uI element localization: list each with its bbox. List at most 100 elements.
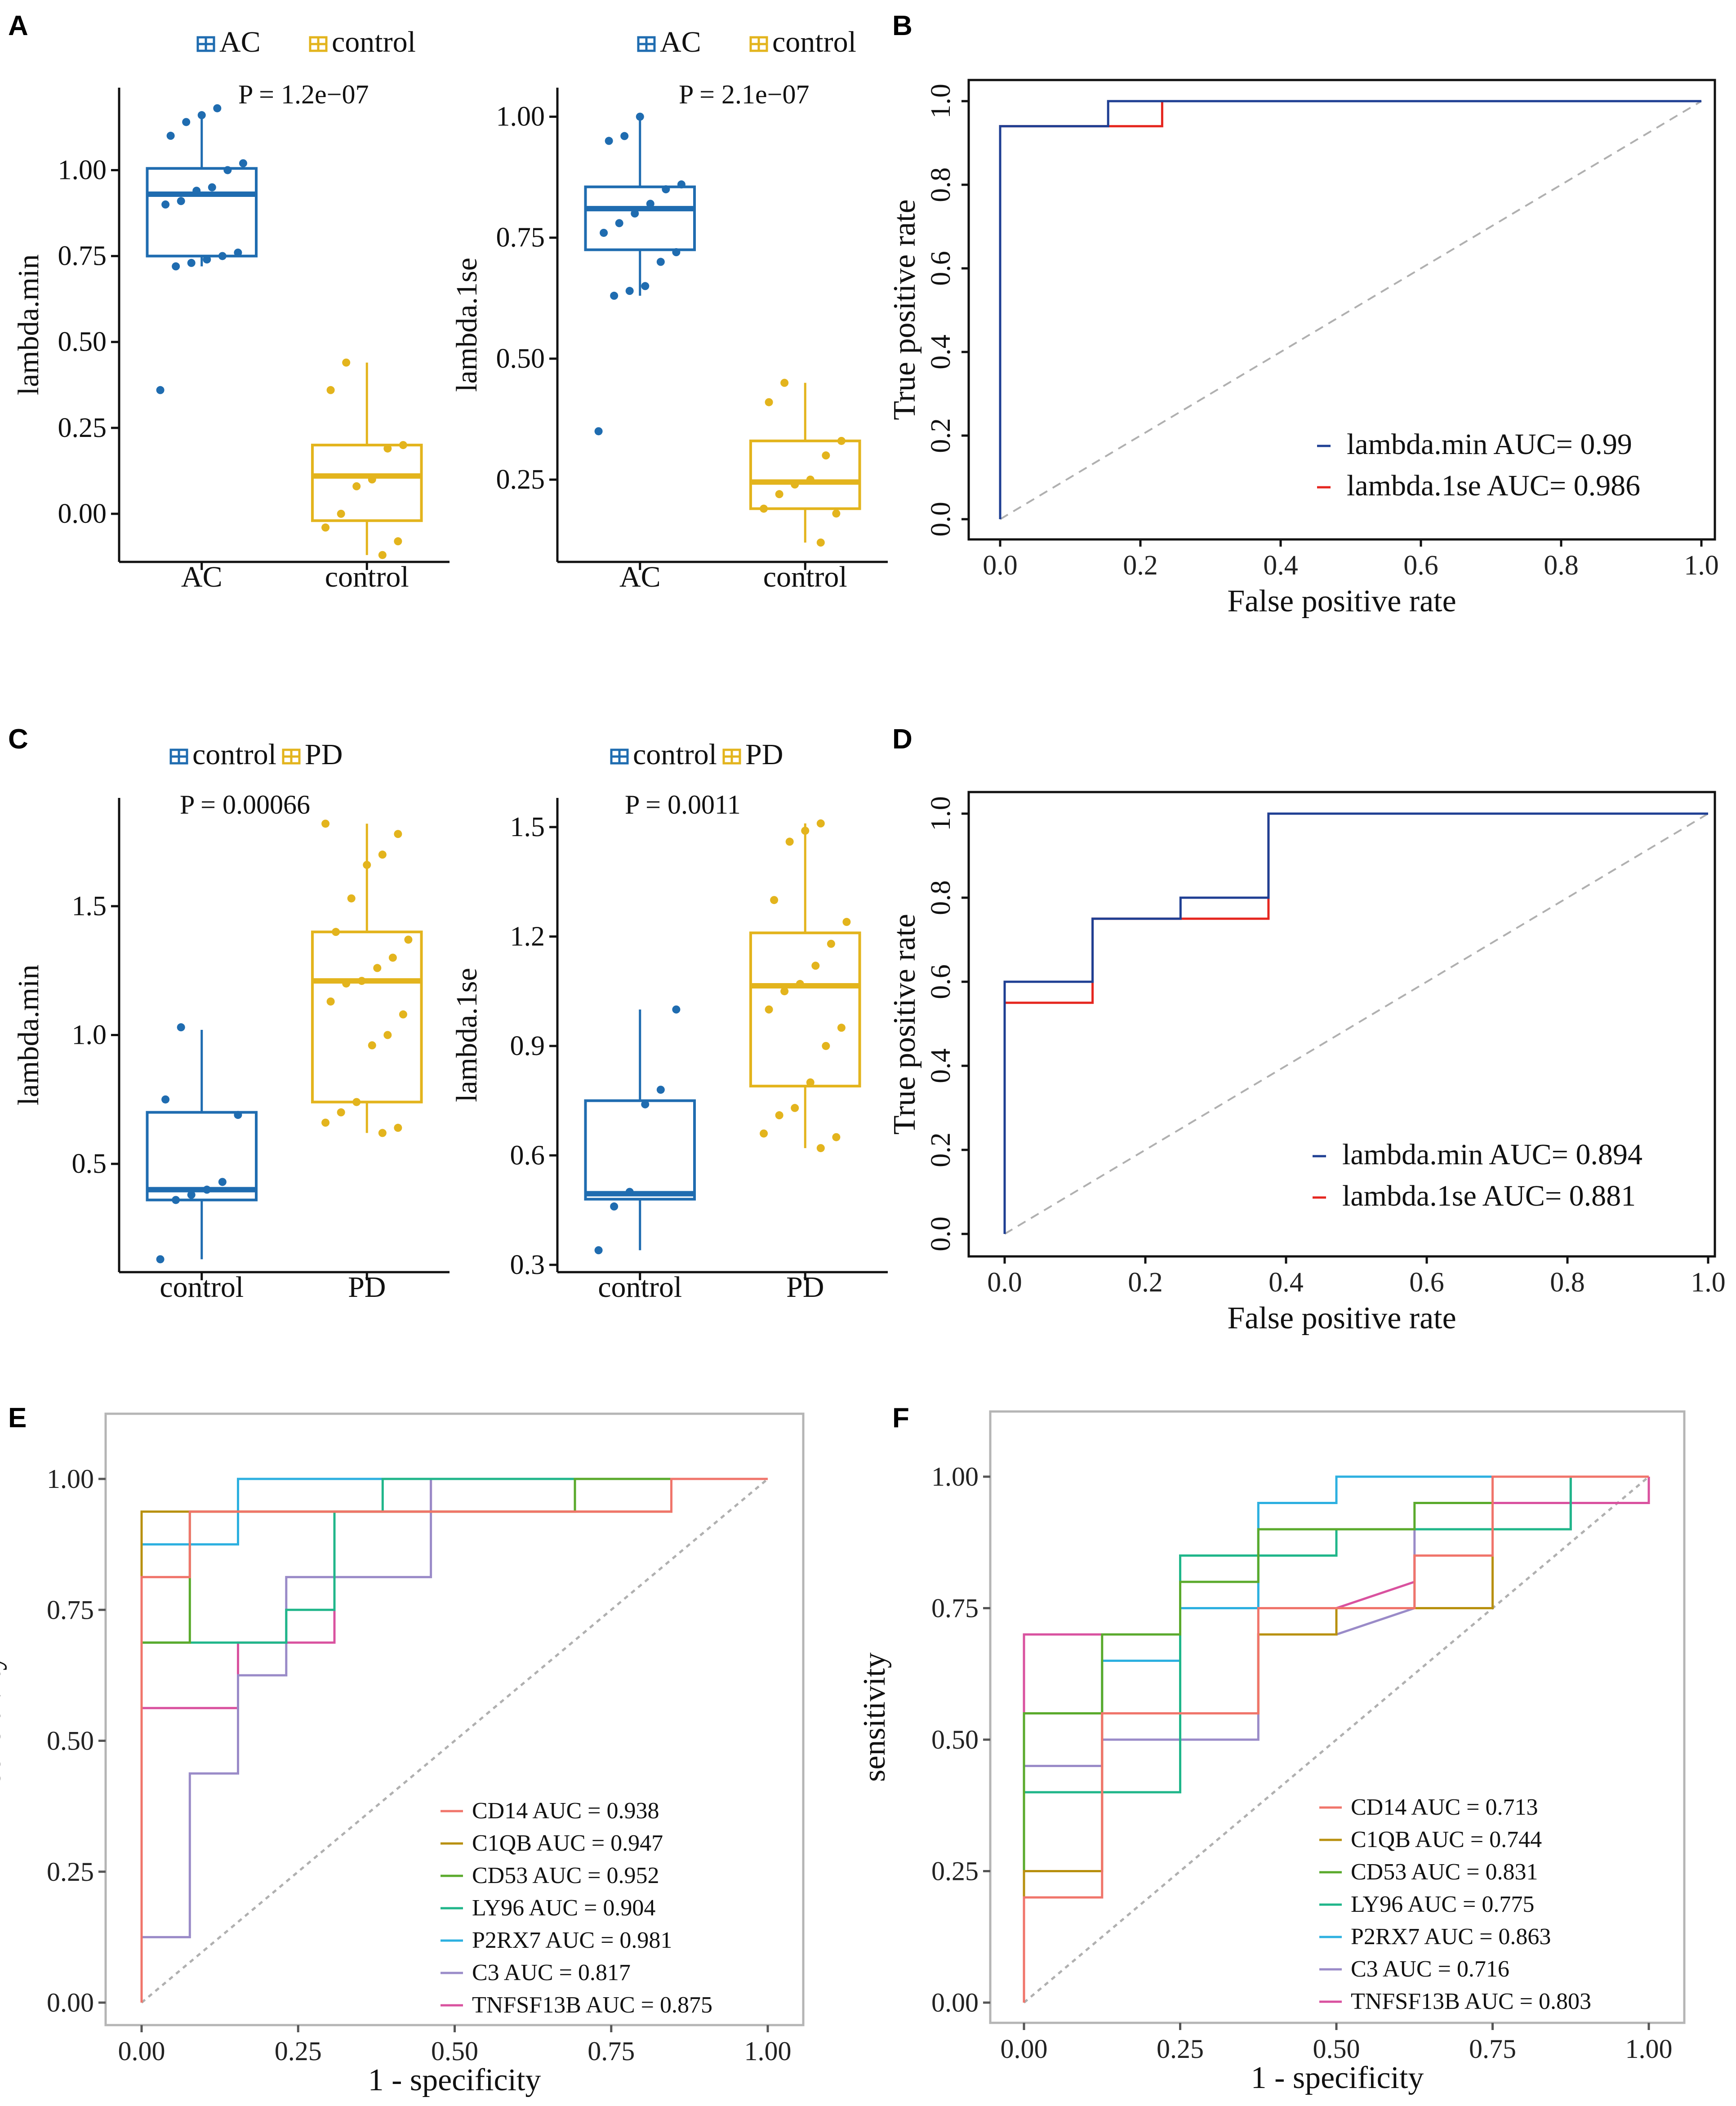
legend-label: control [332,26,416,58]
x-tick-label: control [160,1271,244,1304]
x-tick-label: 0.4 [1263,550,1298,581]
y-axis-title: True positive rate [887,914,922,1135]
legend-label: TNFSF13B AUC = 0.875 [472,1992,712,2018]
box-control [749,439,861,510]
y-tick-label: 0.25 [58,413,107,443]
y-tick-label: 0.0 [926,502,956,537]
box-AC [146,167,258,258]
roc-curve-0 [140,1478,768,2003]
x-axis-title: False positive rate [1227,584,1456,619]
y-tick-label: 0.6 [510,1140,545,1171]
y-tick-label: 0.6 [926,964,956,999]
chance-diagonal [1023,1476,1650,2004]
data-point [775,1111,783,1120]
data-point [636,112,644,121]
panel-D: D 0.0 0.2 0.4 0.6 0.8 1.0 0.0 0.2 0.4 0.6 0.8 1.0 Fa… [887,724,1726,1336]
data-point [816,538,825,547]
data-point [203,1185,211,1194]
legend-label: CD14 AUC = 0.713 [1351,1794,1538,1820]
data-point [672,248,681,257]
y-tick-label: 0.50 [58,327,107,357]
y-tick-label: 0.00 [58,499,107,529]
data-point [383,444,392,453]
data-point [197,111,206,120]
data-point [177,197,185,205]
x-tick-label: control [763,561,847,593]
x-tick-label: 0.0 [983,550,1018,581]
x-tick-label: 0.50 [1313,2034,1360,2064]
box-AC [584,185,696,251]
roc-curve-5 [140,1478,768,2003]
x-tick-label: 0.6 [1409,1267,1444,1298]
data-point [394,537,402,546]
x-tick-label: 0.2 [1123,550,1158,581]
y-tick-label: 0.6 [926,251,956,286]
data-point [161,1095,170,1104]
data-point [399,441,407,450]
data-point [363,861,371,869]
data-point [780,378,789,387]
x-tick-label: 0.00 [118,2036,165,2066]
legend-label: lambda.1se AUC= 0.881 [1342,1180,1636,1212]
data-point [321,1118,330,1127]
legend-label: C3 AUC = 0.716 [1351,1956,1509,1982]
roc-curve-0 [999,100,1701,519]
panel-label-C: C [8,724,28,755]
panel-A: A AC control 0.00 0.25 0.50 0.75 1.00 AC control… [8,10,888,593]
data-point [620,132,629,140]
data-point [677,180,685,189]
legend-label: TNFSF13B AUC = 0.803 [1351,1989,1591,2014]
data-point [760,1129,768,1138]
panel-label-B: B [892,10,913,41]
data-point [187,258,196,267]
data-point [352,1098,361,1106]
x-tick-label: 1.0 [1691,1267,1726,1298]
data-point [203,255,211,264]
data-point [662,185,670,194]
legend-label: AC [219,26,261,58]
data-point [816,1144,825,1153]
box-PD [749,931,861,1088]
data-point [631,209,639,218]
x-tick-label: AC [181,561,223,593]
data-point [357,977,366,985]
y-tick-label: 0.25 [47,1857,94,1887]
panel-label-D: D [892,724,913,755]
panel-E: E 0.00 0.25 0.50 0.75 1.00 0.00 0.25 0.50 0.75 1.… [0,1403,805,2097]
data-point [218,252,227,260]
legend-label: control [192,738,276,771]
box-control [584,1099,696,1201]
legend-label: C1QB AUC = 0.947 [472,1830,663,1856]
y-axis-title: sensitivity [0,1655,7,1784]
data-point [656,1086,665,1094]
data-point [656,258,665,266]
roc-F: 0.00 0.25 0.50 0.75 1.00 0.00 0.25 0.50 0.75 1.00… [857,1410,1686,2095]
x-tick-label: AC [619,561,661,593]
y-tick-label: 0.00 [931,1988,979,2017]
data-point [791,1104,799,1112]
data-point [610,1202,619,1211]
panel-B: B 0.0 0.2 0.4 0.6 0.8 1.0 0.0 0.2 0.4 0.6 0.8 1.0 Fa… [887,10,1719,619]
data-point [172,262,180,271]
data-point [378,850,387,859]
y-tick-label: 0.25 [931,1857,979,1886]
x-tick-label: 0.2 [1128,1267,1163,1298]
data-point [801,827,810,835]
data-point [811,962,820,970]
p-value-annotation: P = 0.00066 [180,790,310,819]
data-point [806,475,815,484]
plot-frame [104,1412,805,2026]
legend-label: C1QB AUC = 0.744 [1351,1827,1542,1852]
y-tick-label: 0.75 [496,223,545,253]
y-tick-label: 1.0 [72,1020,107,1051]
x-tick-label: 0.8 [1550,1267,1585,1298]
legend-label: LY96 AUC = 0.775 [1351,1892,1534,1917]
data-point [373,964,382,972]
data-point [837,436,846,445]
legend-label: CD53 AUC = 0.831 [1351,1859,1538,1885]
legend-label: CD14 AUC = 0.938 [472,1798,659,1824]
roc-D: 0.0 0.2 0.4 0.6 0.8 1.0 0.0 0.2 0.4 0.6 0.8 1.0 Fals… [887,791,1726,1336]
y-tick-label: 0.75 [931,1594,979,1623]
legend-label: P2RX7 AUC = 0.981 [472,1928,672,1953]
